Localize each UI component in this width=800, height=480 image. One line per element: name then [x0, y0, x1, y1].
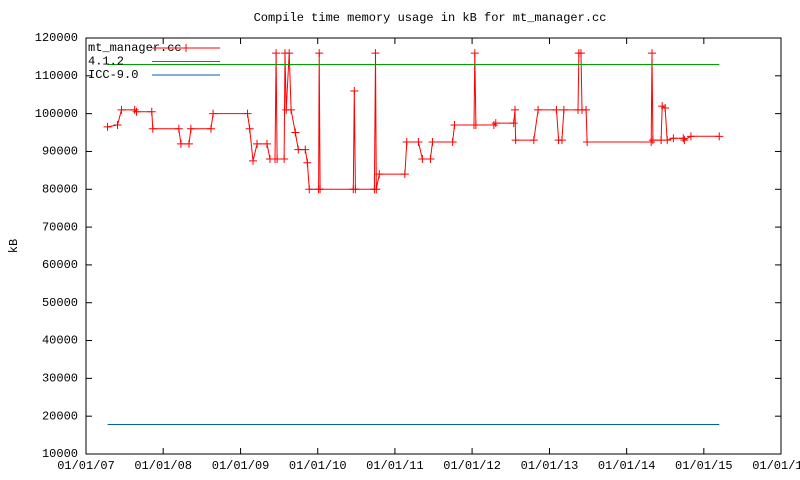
- point-marker: [511, 105, 520, 114]
- point-marker: [448, 138, 457, 146]
- point-marker: [686, 132, 695, 141]
- point-marker: [647, 138, 656, 146]
- y-tick-label: 100000: [35, 107, 78, 121]
- point-marker: [303, 158, 312, 167]
- point-marker: [301, 145, 310, 154]
- y-axis-label: kB: [7, 239, 21, 253]
- point-marker: [679, 134, 688, 143]
- point-marker: [470, 49, 479, 58]
- y-tick-label: 60000: [42, 258, 78, 272]
- point-marker: [130, 105, 139, 114]
- x-tick-label: 01/01/14: [598, 459, 656, 473]
- point-marker: [648, 136, 657, 145]
- point-marker: [287, 105, 296, 114]
- point-marker: [186, 124, 195, 133]
- x-tick-label: 01/01/11: [366, 459, 424, 473]
- point-marker: [184, 139, 193, 148]
- legend-label: mt_manager.cc: [88, 41, 182, 55]
- plot-frame: [85, 37, 782, 455]
- point-marker: [582, 105, 591, 114]
- point-marker: [715, 132, 724, 141]
- point-marker: [450, 120, 459, 129]
- point-marker: [559, 105, 568, 114]
- x-tick-label: 01/01/09: [212, 459, 270, 473]
- point-marker: [148, 124, 157, 133]
- y-tick-label: 20000: [42, 409, 78, 423]
- point-marker: [316, 185, 325, 194]
- point-marker: [534, 105, 543, 114]
- point-marker: [305, 185, 314, 194]
- y-tick-label: 120000: [35, 31, 78, 45]
- point-marker: [182, 44, 190, 52]
- point-marker: [375, 170, 384, 179]
- point-marker: [243, 109, 252, 118]
- point-marker: [489, 120, 498, 129]
- point-marker: [209, 109, 218, 118]
- x-tick-label: 01/01/16: [752, 459, 800, 473]
- point-marker: [371, 49, 380, 58]
- point-marker: [663, 136, 672, 145]
- point-marker: [253, 139, 262, 148]
- y-tick-label: 30000: [42, 372, 78, 386]
- legend-label: 4.1.2: [88, 55, 124, 69]
- point-marker: [583, 138, 592, 146]
- point-marker: [350, 86, 359, 95]
- point-marker: [661, 103, 670, 112]
- point-marker: [471, 120, 480, 129]
- point-marker: [669, 134, 678, 143]
- point-marker: [428, 138, 437, 146]
- point-marker: [414, 138, 423, 146]
- point-marker: [132, 107, 141, 116]
- point-marker: [117, 105, 126, 114]
- point-marker: [285, 49, 294, 58]
- point-marker: [511, 136, 520, 145]
- point-marker: [103, 122, 112, 131]
- point-marker: [249, 156, 258, 165]
- point-marker: [372, 185, 381, 194]
- x-tick-label: 01/01/10: [289, 459, 347, 473]
- point-marker: [294, 145, 303, 154]
- point-marker: [280, 155, 289, 164]
- x-tick-label: 01/01/15: [675, 459, 733, 473]
- point-marker: [273, 155, 282, 164]
- point-marker: [509, 119, 518, 128]
- y-tick-label: 40000: [42, 334, 78, 348]
- y-tick-label: 70000: [42, 220, 78, 234]
- y-tick-label: 90000: [42, 145, 78, 159]
- point-marker: [552, 105, 561, 114]
- point-marker: [176, 139, 185, 148]
- point-marker: [491, 119, 500, 128]
- x-tick-label: 01/01/12: [443, 459, 501, 473]
- point-marker: [351, 185, 360, 194]
- point-marker: [272, 49, 281, 58]
- point-marker: [174, 124, 183, 133]
- point-marker: [291, 128, 300, 137]
- point-marker: [245, 124, 254, 133]
- y-tick-label: 80000: [42, 182, 78, 196]
- x-tick-label: 01/01/08: [134, 459, 192, 473]
- x-tick-label: 01/01/13: [521, 459, 579, 473]
- point-marker: [206, 124, 215, 133]
- chart-title: Compile time memory usage in kB for mt_m…: [254, 11, 607, 25]
- y-tick-label: 10000: [42, 447, 78, 461]
- point-marker: [315, 49, 324, 58]
- y-tick-label: 50000: [42, 296, 78, 310]
- point-marker: [147, 107, 156, 116]
- point-marker: [402, 138, 411, 146]
- point-marker: [529, 136, 538, 145]
- point-marker: [648, 49, 657, 58]
- legend-label: ICC-9.0: [88, 68, 138, 82]
- point-marker: [426, 155, 435, 164]
- point-marker: [576, 49, 585, 58]
- point-marker: [418, 155, 427, 164]
- point-marker: [557, 136, 566, 145]
- x-tick-label: 01/01/07: [57, 459, 115, 473]
- point-marker: [262, 139, 271, 148]
- point-marker: [680, 136, 689, 145]
- point-marker: [400, 170, 409, 179]
- y-tick-label: 110000: [35, 69, 78, 83]
- point-marker: [113, 120, 122, 129]
